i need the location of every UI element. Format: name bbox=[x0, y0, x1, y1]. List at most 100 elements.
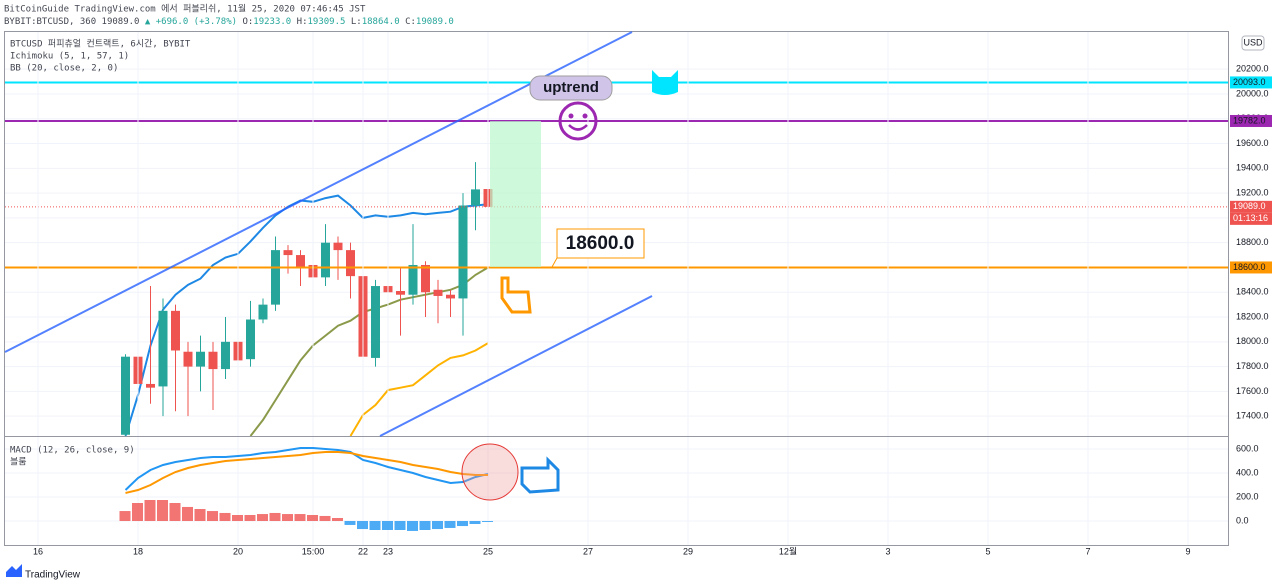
y-tick-label: 18800.0 bbox=[1236, 237, 1269, 247]
ohlc-key: L: bbox=[351, 17, 362, 27]
histogram-bar bbox=[344, 521, 356, 525]
histogram-bar bbox=[457, 521, 468, 527]
trend-line bbox=[4, 31, 633, 353]
ohlc-key: O: bbox=[242, 17, 253, 27]
histogram-bar bbox=[407, 521, 418, 531]
highlight-circle bbox=[461, 443, 519, 501]
y-tick-label: 400.0 bbox=[1236, 467, 1259, 477]
plot-layer: 17400.017600.017800.018000.018200.018400… bbox=[5, 32, 1272, 556]
symbol: BYBIT:BTCUSD, 360 bbox=[4, 17, 96, 27]
histogram-bar bbox=[382, 521, 393, 530]
y-tick-label: 0.0 bbox=[1236, 515, 1249, 525]
level-label: 20093.0 bbox=[1233, 77, 1266, 87]
y-tick-label: 200.0 bbox=[1236, 491, 1259, 501]
candle-body bbox=[408, 264, 418, 295]
candle-body bbox=[446, 294, 455, 299]
x-tick-label: 16 bbox=[33, 546, 43, 556]
trend-line bbox=[379, 295, 653, 437]
cat-icon bbox=[652, 70, 678, 95]
candle-body bbox=[396, 291, 405, 295]
candle-body bbox=[121, 356, 130, 435]
y-tick-label: 18200.0 bbox=[1236, 311, 1269, 321]
macd-title: MACD (12, 26, close, 9) bbox=[10, 446, 135, 456]
callout-text: uptrend bbox=[543, 79, 599, 96]
y-tick-label: 19200.0 bbox=[1236, 187, 1269, 197]
ohlc-value: 19233.0 bbox=[253, 17, 291, 27]
indicator-line bbox=[124, 447, 489, 491]
histogram-bar bbox=[194, 509, 206, 521]
x-tick-label: 29 bbox=[683, 546, 693, 556]
level-tag bbox=[1230, 76, 1272, 89]
x-tick-label: 20 bbox=[233, 546, 243, 556]
histogram-bar bbox=[269, 512, 281, 521]
candle-body bbox=[346, 250, 355, 277]
candle-body bbox=[283, 250, 293, 256]
histogram-bar bbox=[307, 515, 318, 521]
publish-line: BitCoinGuide TradingView.com 에서 퍼블리쉬, 11… bbox=[4, 3, 366, 15]
indicator-line bbox=[349, 342, 489, 436]
histogram-bar bbox=[419, 521, 431, 530]
candle-body bbox=[271, 250, 280, 305]
x-tick-label: 25 bbox=[483, 546, 493, 556]
histogram-bar bbox=[232, 515, 243, 521]
candle-body bbox=[433, 289, 443, 296]
countdown: 01:13:16 bbox=[1233, 213, 1268, 223]
candle-body bbox=[158, 310, 168, 387]
change: +696.0 (+3.78%) bbox=[156, 17, 237, 27]
x-tick-label: 15:00 bbox=[302, 546, 325, 556]
smiley-eye bbox=[582, 113, 588, 119]
y-tick-label: 19400.0 bbox=[1236, 163, 1269, 173]
candle-body bbox=[246, 319, 255, 360]
currency: USD bbox=[1243, 37, 1263, 47]
histogram-bar bbox=[294, 514, 306, 521]
y-tick-label: 600.0 bbox=[1236, 443, 1259, 453]
y-tick-label: 19600.0 bbox=[1236, 138, 1269, 148]
histogram-bar bbox=[244, 515, 256, 521]
candle-body bbox=[171, 310, 180, 351]
chart-title: BTCUSD 퍼피츄얼 컨트랙트, 6시간, BYBIT bbox=[10, 39, 191, 50]
candle-body bbox=[196, 351, 205, 367]
histogram-bar bbox=[444, 521, 456, 528]
target-box bbox=[490, 121, 541, 267]
x-tick-label: 5 bbox=[985, 546, 990, 556]
histogram-bar bbox=[182, 506, 193, 521]
smiley bbox=[558, 101, 598, 141]
histogram-bar bbox=[482, 521, 493, 522]
ohlc-value: 19309.5 bbox=[308, 17, 346, 27]
level-tag bbox=[1230, 261, 1272, 274]
x-tick-label: 3 bbox=[885, 546, 890, 556]
histogram-bar bbox=[357, 521, 368, 530]
symbol-line: BYBIT:BTCUSD, 360 19089.0 ▲ +696.0 (+3.7… bbox=[4, 17, 454, 27]
histogram-bar bbox=[369, 521, 381, 530]
histogram-bar bbox=[469, 521, 481, 524]
histogram-bar bbox=[319, 515, 331, 521]
histogram-bar bbox=[157, 500, 168, 521]
drawings: uptrend 18600.0 bbox=[4, 31, 678, 501]
x-tick-label: 23 bbox=[383, 546, 393, 556]
candle-body bbox=[471, 189, 480, 206]
candle-body bbox=[333, 242, 343, 251]
histogram-bar bbox=[432, 521, 443, 530]
level-label: 19782.0 bbox=[1233, 115, 1266, 125]
histogram-bar bbox=[169, 503, 181, 521]
price-callout-text: 18600.0 bbox=[566, 233, 635, 254]
candle-body bbox=[146, 383, 155, 388]
histogram-bar bbox=[219, 512, 231, 521]
macd-subtitle: 블룸 bbox=[10, 457, 27, 468]
histogram-bar bbox=[144, 500, 156, 521]
frame bbox=[4, 31, 1229, 546]
candle-body bbox=[208, 351, 218, 370]
y-tick-label: 20000.0 bbox=[1236, 88, 1269, 98]
x-tick-label: 22 bbox=[358, 546, 368, 556]
candle-body bbox=[221, 341, 230, 370]
y-tick-label: 17400.0 bbox=[1236, 411, 1269, 421]
macd-plot bbox=[119, 447, 493, 531]
candle-body bbox=[183, 351, 193, 367]
change-arrow: ▲ bbox=[145, 17, 151, 27]
candle-body bbox=[321, 242, 330, 278]
ohlc-key: C: bbox=[405, 17, 416, 27]
histogram-bar bbox=[332, 518, 343, 521]
indicator-line bbox=[125, 451, 488, 494]
indicator-line bbox=[249, 266, 489, 436]
